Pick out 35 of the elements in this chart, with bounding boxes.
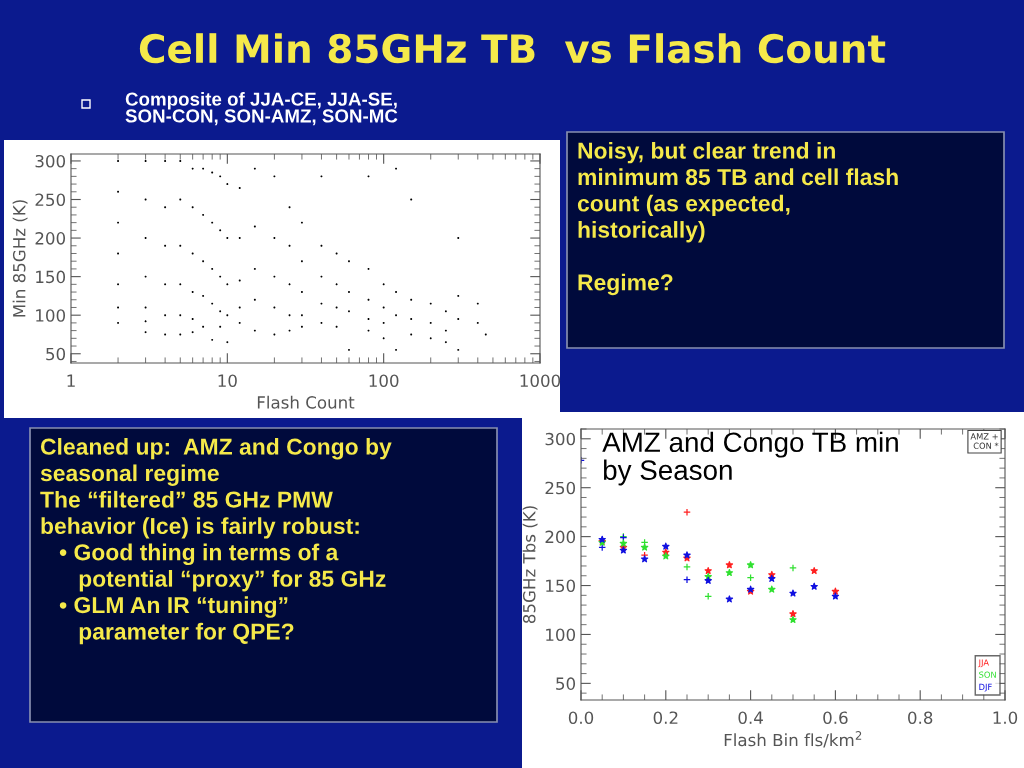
text: DJF	[979, 683, 992, 692]
x-tick-label: 1.0	[993, 711, 1018, 725]
text: Cleaned up: AMZ and Congo by seasonal regime The “filtered” 85 GHz PMW behavior (Ice) is fairly robust: • Good thing in terms of a potential “proxy” for 85 GHz • GLM An IR “tuning” parameter for QPE?	[40, 438, 392, 645]
x-tick-label: 0.2	[653, 711, 678, 725]
y-axis-title: 85GHz Tbs (K)	[522, 506, 538, 624]
y-tick-label: 200	[545, 530, 576, 544]
text: Noisy, but clear trend in minimum 85 TB and cell flash count (as expected, historically) Regime?	[577, 142, 898, 296]
text: Composite of JJA-CE, JJA-SE, SON-CON, SON-AMZ, SON-MC	[125, 92, 398, 126]
y-tick-label: 300	[35, 154, 66, 168]
y-tick-label: 100	[36, 309, 66, 322]
x-tick-label: 0.8	[908, 711, 933, 725]
y-tick-label: 150	[546, 579, 576, 593]
y-tick-label: 50	[556, 677, 576, 690]
y-axis-title: Min 85GHz (K)	[12, 200, 28, 317]
annotation: AMZ + CON *	[970, 433, 999, 449]
x-tick-label: 0.4	[738, 711, 763, 725]
x-tick-label: 10	[218, 374, 237, 388]
y-tick-label: 250	[545, 481, 576, 495]
y-tick-label: 250	[35, 193, 66, 207]
annotation: AMZ and Congo TB min by Season	[602, 431, 898, 486]
x-tick-label: 1000	[520, 374, 561, 388]
x-tick-label: 0.0	[568, 711, 594, 725]
x-tick-label: 1	[67, 374, 75, 387]
text: Cell Min 85GHz TB vs Flash Count	[139, 33, 886, 64]
text: SON	[979, 671, 996, 678]
y-tick-label: 200	[35, 232, 66, 245]
text: JJA	[978, 659, 989, 668]
y-tick-label: 300	[545, 432, 576, 446]
x-axis-title: Flash Count	[257, 395, 355, 409]
y-tick-label: 100	[546, 628, 576, 642]
y-tick-label: 50	[46, 347, 66, 361]
x-axis-title: Flash Bin fls/km$^{2}$	[724, 731, 862, 748]
x-tick-label: 0.6	[823, 711, 848, 725]
y-tick-label: 150	[36, 270, 66, 284]
x-tick-label: 100	[369, 374, 399, 388]
